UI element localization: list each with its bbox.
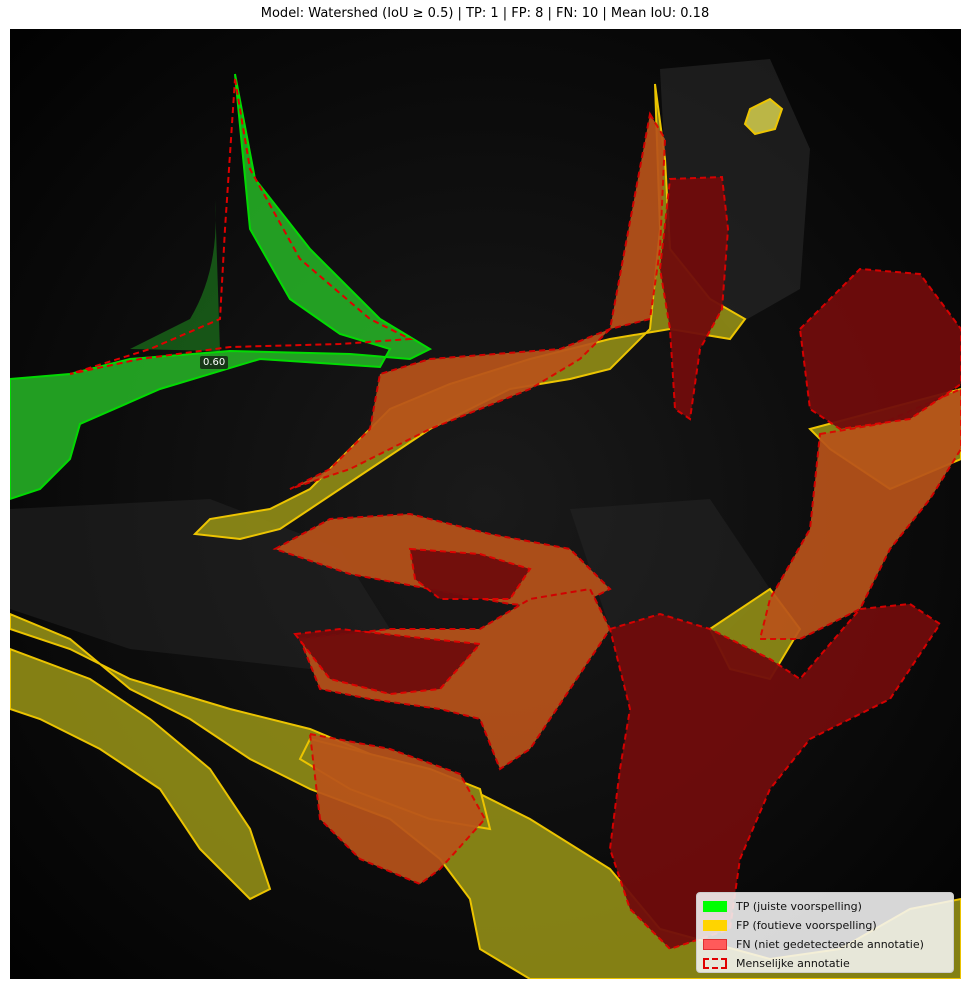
tp-cell xyxy=(10,73,433,501)
fp-swatch xyxy=(703,920,727,931)
legend: TP (juiste voorspelling) FP (foutieve vo… xyxy=(696,892,954,973)
legend-item-tp: TP (juiste voorspelling) xyxy=(703,897,947,916)
annotation-swatch xyxy=(703,958,727,969)
microscopy-image: 0.60 xyxy=(10,29,961,979)
legend-item-fp: FP (foutieve voorspelling) xyxy=(703,916,947,935)
annotation-outline xyxy=(69,78,414,375)
iou-label: 0.60 xyxy=(200,356,229,369)
legend-label: TP (juiste voorspelling) xyxy=(736,900,862,913)
segmentation-overlay xyxy=(10,29,961,979)
legend-label: FN (niet gedetecteerde annotatie) xyxy=(736,938,924,951)
legend-item-annotation: Menselijke annotatie xyxy=(703,954,947,973)
legend-label: Menselijke annotatie xyxy=(736,957,850,970)
tp-swatch xyxy=(703,901,727,912)
fn-swatch xyxy=(703,939,727,950)
legend-label: FP (foutieve voorspelling) xyxy=(736,919,877,932)
figure-title: Model: Watershed (IoU ≥ 0.5) | TP: 1 | F… xyxy=(260,6,710,21)
fn-cells xyxy=(293,175,961,951)
legend-item-fn: FN (niet gedetecteerde annotatie) xyxy=(703,935,947,954)
